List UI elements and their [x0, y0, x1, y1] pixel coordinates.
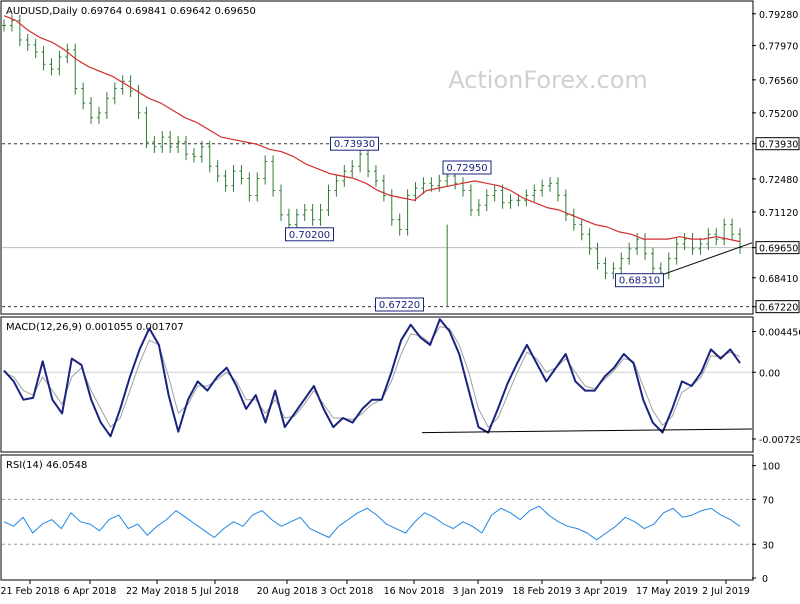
price-axis-label: 0.77970	[759, 42, 798, 53]
date-axis-label: 16 Nov 2018	[384, 586, 445, 597]
date-axis-label: 6 Apr 2018	[64, 586, 117, 597]
level-annotation-label: 0.70200	[289, 230, 330, 241]
macd-panel-frame	[0, 316, 754, 453]
date-axis-label: 17 May 2019	[636, 586, 698, 597]
date-axis-label: 18 Feb 2019	[512, 586, 571, 597]
rsi-axis-label: 100	[762, 462, 780, 473]
axes: 0.79280 0.77970 0.76560 0.75200 0.73930 0.724…	[0, 10, 800, 597]
rsi-axis-label: 70	[762, 495, 774, 506]
level-annotation-box	[375, 297, 424, 312]
level-annotation-label: 0.73930	[334, 139, 375, 150]
rsi-axis-label: 30	[762, 540, 774, 551]
date-axis-label: 2 Jul 2019	[702, 586, 750, 597]
price-axis-label: 0.71120	[759, 208, 798, 219]
sma-line	[3, 15, 741, 243]
rsi-panel-frame	[0, 454, 754, 581]
rsi-header: RSI(14) 46.0548	[6, 460, 87, 471]
macd-plot	[2, 318, 753, 438]
price-axis-label: 0.68410	[759, 274, 798, 285]
price-axis-marker	[755, 241, 800, 255]
price-axis-label: 0.79280	[759, 10, 798, 21]
date-axis-label: 3 Apr 2019	[575, 586, 628, 597]
date-axis-label: 3 Jan 2019	[453, 586, 504, 597]
rsi-axis-label: 0	[762, 574, 768, 585]
price-axis-marker	[755, 137, 800, 151]
rsi-plot	[2, 498, 752, 545]
date-axis-label: 21 Feb 2018	[0, 586, 59, 597]
macd-trendline	[421, 428, 753, 434]
price-axis-label: 0.75200	[759, 109, 798, 120]
price-trendline	[646, 242, 753, 281]
date-axis-label: 3 Oct 2018	[321, 586, 374, 597]
level-annotation-box	[330, 136, 379, 151]
date-axis-label: 5 Jul 2018	[191, 586, 239, 597]
level-annotation-label: 0.68310	[619, 276, 660, 287]
watermark-text: ActionForex.com	[448, 66, 648, 94]
price-axis-label: 0.73930	[759, 140, 798, 151]
macd-header: MACD(12,26,9) 0.001055 0.001707	[6, 322, 184, 333]
price-axis-label: 0.76560	[759, 76, 798, 87]
price-header: AUDUSD,Daily 0.69764 0.69841 0.69642 0.6…	[6, 6, 256, 17]
price-axis-label: 0.69650	[759, 244, 798, 255]
macd-signal-line	[3, 326, 741, 428]
price-axis-label: 0.72480	[759, 175, 798, 186]
level-annotation-box	[615, 273, 664, 288]
macd-axis-label: -0.007298	[759, 435, 800, 446]
level-annotation-box	[285, 227, 334, 242]
price-plot: 0.73930 0.72950 0.70200 0.67220 0.68310	[2, 14, 753, 312]
date-axis-label: 22 May 2018	[126, 586, 188, 597]
macd-axis-label: 0.00	[759, 368, 780, 379]
price-axis-marker	[755, 300, 800, 314]
level-annotation-box	[442, 160, 492, 175]
price-axis-label: 0.67220	[759, 303, 798, 314]
macd-line	[3, 318, 741, 438]
rsi-line	[3, 505, 741, 541]
level-annotation-label: 0.67220	[379, 300, 420, 311]
level-annotation-label: 0.72950	[446, 163, 487, 174]
macd-axis-label: 0.004456	[759, 328, 800, 339]
date-axis-label: 20 Aug 2018	[257, 586, 318, 597]
price-panel-frame	[0, 0, 754, 315]
